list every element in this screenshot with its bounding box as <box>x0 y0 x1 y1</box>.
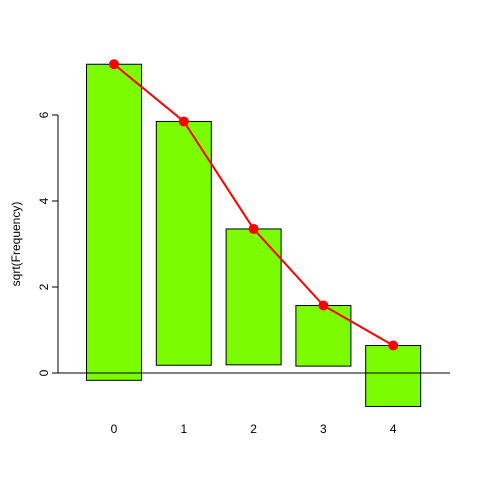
bar-2 <box>225 228 282 366</box>
fitted-point-2 <box>248 223 259 234</box>
axes-group: 0 2 4 6 0 1 2 3 4 <box>37 111 450 436</box>
x-tick-label-3: 3 <box>320 422 327 436</box>
fitted-curve-group <box>109 59 399 351</box>
fitted-point-3 <box>318 300 329 311</box>
fitted-point-0 <box>109 59 119 70</box>
x-tick-label-4: 4 <box>390 422 397 436</box>
x-tick-label-2: 2 <box>250 422 257 436</box>
x-tick-label-0: 0 <box>111 422 118 436</box>
y-tick-label-4: 4 <box>37 197 51 204</box>
bars-group <box>86 63 422 408</box>
y-axis-title: sqrt(Frequency) <box>9 202 23 287</box>
bar-3 <box>295 304 352 367</box>
y-tick-label-2: 2 <box>37 283 51 290</box>
bar-1 <box>155 120 212 366</box>
x-tick-label-1: 1 <box>180 422 187 436</box>
fitted-point-1 <box>178 116 189 127</box>
y-tick-label-0: 0 <box>37 369 51 376</box>
bar-0 <box>86 63 142 381</box>
bar-4 <box>365 344 422 408</box>
fitted-point-4 <box>388 340 399 351</box>
y-tick-label-6: 6 <box>37 111 51 118</box>
